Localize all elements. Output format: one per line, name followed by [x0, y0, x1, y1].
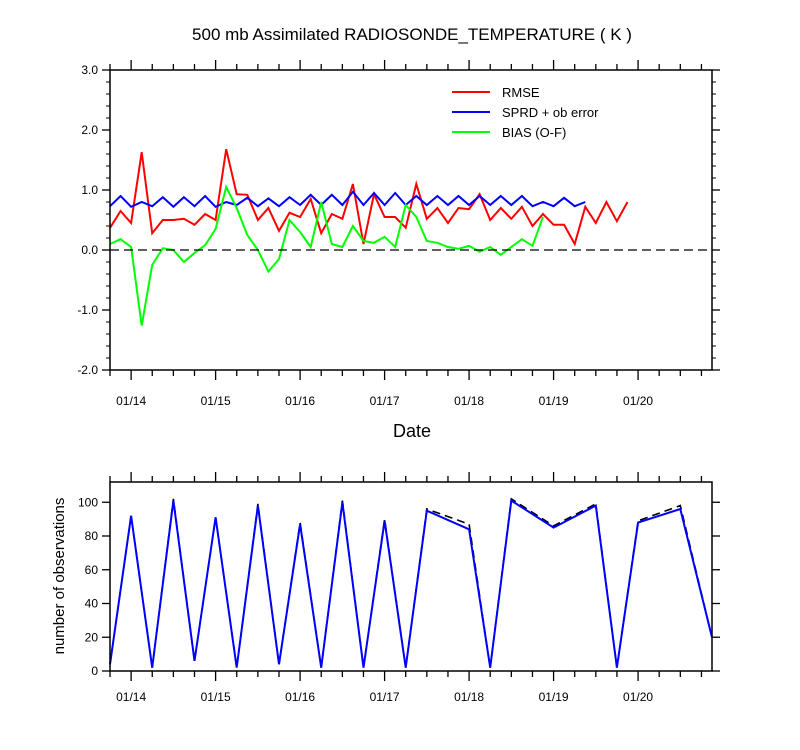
y-axis-label-observations: number of observations: [51, 498, 68, 655]
y-tick-label: 1.0: [81, 183, 98, 197]
y-tick-label: 80: [85, 529, 99, 543]
x-tick-label: 01/18: [454, 690, 484, 704]
y-tick-label: 20: [85, 630, 99, 644]
series-line-dashed: [109, 497, 713, 668]
series-line-bias-o-f: [109, 184, 544, 326]
x-tick-label: 01/14: [116, 394, 146, 408]
legend-label: RMSE: [502, 85, 540, 100]
bottom-plot-frame: [109, 481, 713, 672]
y-tick-label: 60: [85, 563, 99, 577]
y-tick-label: 100: [78, 495, 98, 509]
x-tick-label: 01/16: [285, 690, 315, 704]
y-tick-label: 0: [91, 664, 98, 678]
bottom-y-tick-labels: 0 20 40 60 80 100: [78, 495, 98, 678]
legend: RMSE SPRD + ob error BIAS (O-F): [452, 85, 599, 140]
top-plot-frame: [109, 69, 713, 371]
bottom-series-lines: [109, 497, 713, 668]
legend-label: BIAS (O-F): [502, 125, 566, 140]
x-tick-label: 01/15: [201, 690, 231, 704]
y-tick-label: 0.0: [81, 243, 98, 257]
x-tick-label: 01/20: [623, 394, 653, 408]
top-series-lines: [109, 148, 629, 326]
x-tick-label: 01/17: [370, 394, 400, 408]
y-tick-label: 40: [85, 597, 99, 611]
series-line-sprd-ob-error: [109, 190, 586, 209]
chart-title: 500 mb Assimilated RADIOSONDE_TEMPERATUR…: [192, 25, 632, 44]
y-tick-label: -2.0: [77, 363, 98, 377]
rmse-spread-bias-panel: -2.0-1.00.01.02.03.0 01/14 01/15 01/16 01/1…: [77, 60, 720, 408]
x-tick-label: 01/14: [116, 690, 146, 704]
x-tick-label: 01/16: [285, 394, 315, 408]
x-tick-label: 01/19: [539, 394, 569, 408]
x-tick-label: 01/17: [370, 690, 400, 704]
top-x-tick-labels: 01/14 01/15 01/16 01/17 01/18 01/19 01/20: [116, 394, 653, 408]
x-tick-label: 01/20: [623, 690, 653, 704]
x-tick-label: 01/18: [454, 394, 484, 408]
x-tick-label: 01/15: [201, 394, 231, 408]
bottom-x-tick-labels: 01/14 01/15 01/16 01/17 01/18 01/19 01/20: [116, 690, 653, 704]
x-tick-label: 01/19: [539, 690, 569, 704]
series-line-rmse: [109, 148, 629, 247]
top-y-tick-labels: -2.0 -1.0 0.0 1.0 2.0 3.0: [77, 63, 98, 377]
y-tick-label: 3.0: [81, 63, 98, 77]
x-axis-label: Date: [393, 421, 431, 441]
legend-label: SPRD + ob error: [502, 105, 599, 120]
series-line-solid: [109, 498, 713, 668]
y-tick-label: -1.0: [77, 303, 98, 317]
bottom-axis-ticks: [102, 472, 720, 681]
y-tick-label: 2.0: [81, 123, 98, 137]
top-axis-ticks: [102, 60, 720, 380]
